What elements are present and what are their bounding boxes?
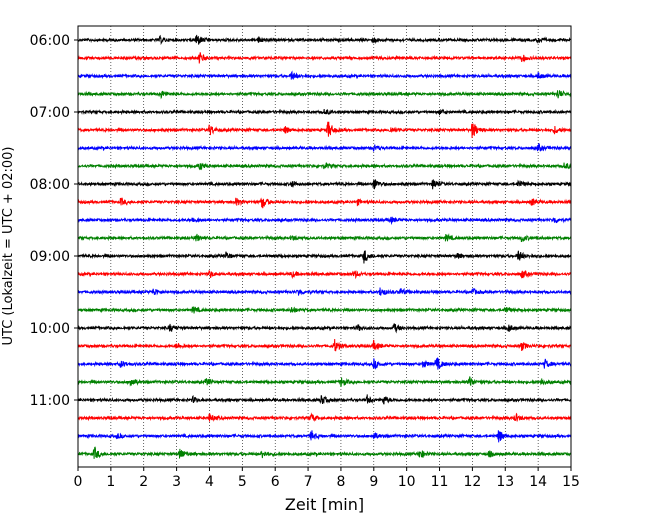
- x-tick-label-1: 1: [106, 474, 115, 490]
- x-tick-label-9: 9: [369, 474, 378, 490]
- x-tick-label-5: 5: [238, 474, 247, 490]
- trace-row-0645: [77, 90, 572, 100]
- trace-row-0745: [77, 161, 572, 171]
- trace-row-1045: [77, 376, 572, 388]
- x-tick-label-15: 15: [562, 474, 580, 490]
- x-tick-label-3: 3: [172, 474, 181, 490]
- trace-row-0845: [77, 233, 572, 243]
- trace-row-0830: [77, 216, 572, 226]
- x-axis: 0 1 2 3 4 5 6 7 8 9 10 11 12 13 14 15: [74, 467, 580, 490]
- y-tick-label-0600: 06:00: [30, 33, 70, 49]
- x-tick-label-14: 14: [529, 474, 547, 490]
- trace-row-1015: [77, 338, 572, 352]
- trace-row-0615: [77, 52, 572, 64]
- trace-row-0930: [77, 287, 572, 296]
- x-tick-label-8: 8: [336, 474, 345, 490]
- x-tick-label-10: 10: [398, 474, 416, 490]
- y-tick-label-0700: 07:00: [30, 105, 70, 121]
- trace-row-0600: [77, 34, 572, 46]
- trace-row-1115: [77, 412, 572, 422]
- trace-row-1145: [77, 446, 572, 459]
- x-tick-label-4: 4: [205, 474, 214, 490]
- y-tick-label-1000: 10:00: [30, 321, 70, 337]
- trace-row-0800: [77, 179, 572, 190]
- trace-row-0715: [77, 121, 572, 139]
- trace-row-0630: [77, 70, 572, 80]
- trace-row-1000: [77, 323, 572, 334]
- x-tick-label-6: 6: [271, 474, 280, 490]
- seismic-traces: [77, 34, 572, 459]
- trace-row-0815: [77, 197, 572, 209]
- x-tick-label-0: 0: [74, 474, 83, 490]
- x-axis-label: Zeit [min]: [285, 495, 364, 514]
- y-tick-label-0800: 08:00: [30, 177, 70, 193]
- trace-row-0730: [77, 143, 572, 152]
- trace-row-1130: [77, 430, 572, 443]
- trace-row-0900: [77, 250, 572, 264]
- trace-row-0945: [77, 306, 572, 314]
- trace-row-1100: [77, 394, 572, 405]
- x-tick-label-2: 2: [139, 474, 148, 490]
- y-tick-label-1100: 11:00: [30, 393, 70, 409]
- y-tick-label-0900: 09:00: [30, 249, 70, 265]
- y-axis-label: UTC (Lokalzeit = UTC + 02:00): [1, 147, 16, 346]
- y-axis: 06:00 07:00 08:00 09:00 10:00 11:00: [30, 33, 78, 409]
- trace-row-0700: [77, 108, 572, 116]
- x-tick-label-7: 7: [304, 474, 313, 490]
- x-tick-label-12: 12: [463, 474, 481, 490]
- x-tick-label-13: 13: [496, 474, 514, 490]
- plot-frame: [77, 25, 572, 468]
- trace-row-0915: [77, 270, 572, 280]
- trace-row-1030: [77, 357, 572, 370]
- x-tick-label-11: 11: [431, 474, 449, 490]
